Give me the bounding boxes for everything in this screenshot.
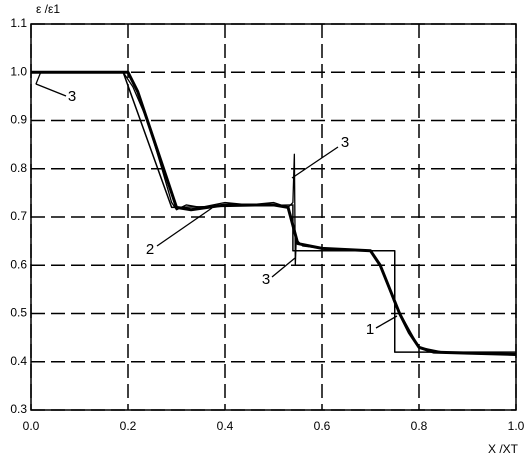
annotation: 3 <box>262 271 270 288</box>
x-tick-label: 1.0 <box>508 419 525 433</box>
series-line <box>35 71 517 356</box>
y-tick-label: 0.4 <box>10 354 27 368</box>
x-tick-label: 0.8 <box>411 419 428 433</box>
leader-line <box>35 83 67 97</box>
annotation: 3 <box>341 134 349 151</box>
y-tick-label: 1.1 <box>10 16 27 30</box>
y-tick-label: 0.9 <box>10 113 27 127</box>
annotation: 3 <box>68 88 76 105</box>
y-tick-label: 1.0 <box>10 64 27 78</box>
y-tick-label: 0.7 <box>10 209 27 223</box>
y-axis-label: ε /ε1 <box>36 2 60 16</box>
leader-line <box>156 207 213 247</box>
leader-line <box>375 315 398 329</box>
x-tick-label: 0.2 <box>120 419 137 433</box>
x-tick-label: 0.4 <box>217 419 234 433</box>
annotation: 1 <box>366 321 374 338</box>
leader-line <box>271 257 296 278</box>
x-tick-label: 0.6 <box>314 419 331 433</box>
y-tick-label: 0.6 <box>10 257 27 271</box>
x-axis-label: X /XT <box>488 442 519 456</box>
y-tick-label: 0.5 <box>10 306 27 320</box>
leader-line <box>291 146 339 179</box>
plot-frame <box>30 23 517 411</box>
y-tick-label: 0.8 <box>10 161 27 175</box>
y-tick-label: 0.3 <box>10 402 27 416</box>
x-tick-label: 0.0 <box>23 419 40 433</box>
annotation: 2 <box>146 241 154 258</box>
